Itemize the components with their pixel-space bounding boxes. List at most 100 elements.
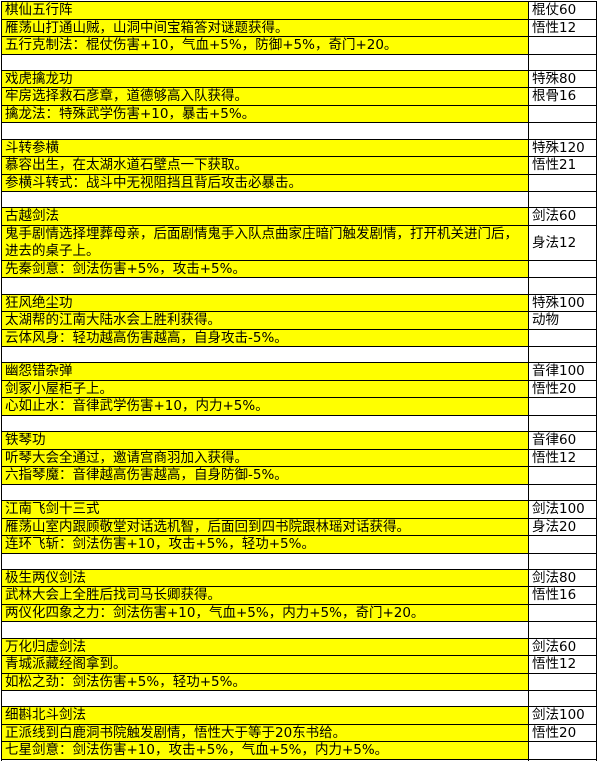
skill-requirement-2-cell[interactable]: 悟性20 — [528, 723, 597, 743]
spacer-cell[interactable] — [1, 53, 529, 71]
empty-requirement-cell[interactable] — [528, 397, 597, 416]
empty-requirement-cell[interactable] — [528, 535, 597, 554]
empty-requirement-cell[interactable] — [528, 741, 597, 760]
skill-requirement-2-cell[interactable]: 身法12 — [528, 224, 597, 261]
spacer-cell[interactable] — [1, 483, 529, 502]
spacer-cell[interactable] — [528, 690, 597, 708]
empty-requirement-cell[interactable] — [528, 328, 597, 348]
skill-requirement-1-cell[interactable]: 特殊120 — [528, 138, 597, 158]
skill-title-cell[interactable]: 戏虎擒龙功 — [1, 69, 529, 89]
skill-description-cell[interactable]: 雁荡山室内跟顾敬堂对话选机智，后面回到四书院跟林瑶对话获得。 — [1, 517, 529, 537]
empty-requirement-cell[interactable] — [528, 104, 597, 124]
skill-title-cell[interactable]: 万化归虚剑法 — [1, 637, 529, 657]
skill-description-cell[interactable]: 太湖帮的江南大陆水会上胜利获得。 — [1, 311, 529, 330]
skill-requirement-1-cell[interactable]: 音律60 — [528, 431, 597, 450]
spacer-cell[interactable] — [1, 690, 529, 708]
skill-effect-cell[interactable]: 擒龙法：特殊武学伤害+10，暴击+5%。 — [1, 104, 529, 124]
skill-effect-cell[interactable]: 先秦剑意：剑法伤害+5%，攻击+5%。 — [1, 259, 529, 279]
spacer-cell[interactable] — [528, 346, 597, 364]
skill-requirement-2-cell[interactable]: 悟性12 — [528, 448, 597, 468]
spacer-cell[interactable] — [528, 621, 597, 639]
spacer-cell[interactable] — [528, 122, 597, 140]
skill-description-cell[interactable]: 听琴大会全通过，邀请宫商羽加入获得。 — [1, 448, 529, 468]
empty-requirement-cell[interactable] — [528, 259, 597, 279]
skill-effect-cell[interactable]: 云体风身：轻功越高伤害越高，自身攻击-5%。 — [1, 328, 529, 348]
skill-effect-cell[interactable]: 参横斗转式：战斗中无视阻挡且背后攻击必暴击。 — [1, 173, 529, 193]
skill-effect-cell[interactable]: 六指琴魔：音律越高伤害越高，自身防御-5%。 — [1, 466, 529, 485]
spacer-cell[interactable] — [528, 552, 597, 570]
skill-title-cell[interactable]: 极生两仪剑法 — [1, 568, 529, 588]
empty-requirement-cell[interactable] — [528, 173, 597, 193]
skill-requirement-2-cell[interactable]: 动物 — [528, 311, 597, 330]
skill-title-cell[interactable]: 古越剑法 — [1, 207, 529, 226]
spacer-cell[interactable] — [528, 277, 597, 295]
spacer-row — [1, 53, 597, 71]
skill-requirement-2-cell[interactable]: 根骨16 — [528, 87, 597, 106]
skill-title-cell[interactable]: 棋仙五行阵 — [1, 1, 529, 20]
spacer-row — [1, 758, 597, 761]
skill-description-row: 鬼手剧情选择埋葬母亲，后面剧情鬼手入队点曲家庄暗门触发剧情，打开机关进门后，进去… — [1, 224, 597, 261]
spacer-cell[interactable] — [1, 414, 529, 433]
skill-description-cell[interactable]: 正派线到白鹿洞书院触发剧情，悟性大于等于20东书给。 — [1, 723, 529, 743]
skill-title-cell[interactable]: 狂风绝尘功 — [1, 293, 529, 313]
skill-requirement-1-cell[interactable]: 特殊80 — [528, 69, 597, 89]
skill-requirement-2-cell[interactable]: 悟性20 — [528, 379, 597, 399]
skill-requirement-1-cell[interactable]: 剑法60 — [528, 637, 597, 657]
skill-requirement-1-cell[interactable]: 剑法100 — [528, 706, 597, 725]
skill-title-cell[interactable]: 铁琴功 — [1, 431, 529, 450]
skill-description-cell[interactable]: 慕容出生，在太湖水道石壁点一下获取。 — [1, 156, 529, 175]
skill-title-cell[interactable]: 斗转参横 — [1, 138, 529, 158]
spacer-cell[interactable] — [528, 414, 597, 433]
empty-requirement-cell[interactable] — [528, 466, 597, 485]
skill-requirement-1-cell[interactable]: 剑法80 — [528, 568, 597, 588]
skill-description-cell[interactable]: 牢房选择救石彦章，道德够高入队获得。 — [1, 87, 529, 106]
skill-requirement-1-cell[interactable]: 音律100 — [528, 362, 597, 381]
skill-requirement-2-cell[interactable]: 身法20 — [528, 517, 597, 537]
skill-description-row: 慕容出生，在太湖水道石壁点一下获取。 悟性21 — [1, 156, 597, 175]
skill-effect-cell[interactable]: 连环飞斩：剑法伤害+10，攻击+5%，轻功+5%。 — [1, 535, 529, 554]
skill-effect-cell[interactable]: 两仪化四象之力：剑法伤害+10，气血+5%，内力+5%，奇门+20。 — [1, 603, 529, 623]
spacer-row — [1, 483, 597, 502]
skill-requirement-1-cell[interactable]: 棍仗60 — [528, 1, 597, 20]
spacer-cell[interactable] — [528, 53, 597, 71]
spacer-cell[interactable] — [1, 277, 529, 295]
skill-requirement-1-cell[interactable]: 剑法60 — [528, 207, 597, 226]
spacer-cell[interactable] — [1, 346, 529, 364]
skill-requirement-2-cell[interactable]: 悟性12 — [528, 18, 597, 37]
spacer-cell[interactable] — [528, 758, 597, 761]
skill-title-cell[interactable]: 细斟北斗剑法 — [1, 706, 529, 725]
spacer-row — [1, 277, 597, 295]
skill-description-cell[interactable]: 武林大会上全胜后找司马长卿获得。 — [1, 586, 529, 605]
skill-description-cell[interactable]: 雁荡山打通山贼，山洞中间宝箱答对谜题获得。 — [1, 18, 529, 37]
empty-requirement-cell[interactable] — [528, 36, 597, 55]
spacer-cell[interactable] — [528, 191, 597, 209]
skill-effect-row: 云体风身：轻功越高伤害越高，自身攻击-5%。 — [1, 328, 597, 348]
skill-description-row: 雁荡山打通山贼，山洞中间宝箱答对谜题获得。 悟性12 — [1, 18, 597, 37]
spacer-cell[interactable] — [1, 621, 529, 639]
skill-effect-cell[interactable]: 如松之劲：剑法伤害+5%，轻功+5%。 — [1, 672, 529, 692]
skill-description-cell[interactable]: 青城派藏经阁拿到。 — [1, 655, 529, 674]
skill-title-cell[interactable]: 江南飞剑十三式 — [1, 500, 529, 519]
skill-title-row: 古越剑法 剑法60 — [1, 207, 597, 226]
skill-requirement-1-cell[interactable]: 特殊100 — [528, 293, 597, 313]
skill-description-row: 雁荡山室内跟顾敬堂对话选机智，后面回到四书院跟林瑶对话获得。 身法20 — [1, 517, 597, 537]
skill-requirement-1-cell[interactable]: 剑法100 — [528, 500, 597, 519]
skill-requirement-2-cell[interactable]: 悟性12 — [528, 655, 597, 674]
spacer-cell[interactable] — [1, 122, 529, 140]
skill-effect-cell[interactable]: 七星剑意：剑法伤害+10，攻击+5%，气血+5%，内力+5%。 — [1, 741, 529, 760]
skill-description-cell[interactable]: 剑冢小屋柜子上。 — [1, 379, 529, 399]
skill-effect-row: 六指琴魔：音律越高伤害越高，自身防御-5%。 — [1, 466, 597, 485]
skill-requirement-2-cell[interactable]: 悟性16 — [528, 586, 597, 605]
skill-requirement-2-cell[interactable]: 悟性21 — [528, 156, 597, 175]
empty-requirement-cell[interactable] — [528, 603, 597, 623]
skill-title-cell[interactable]: 幽怨错杂弹 — [1, 362, 529, 381]
spacer-cell[interactable] — [528, 483, 597, 502]
skill-effect-cell[interactable]: 五行克制法：棍仗伤害+10，气血+5%，防御+5%，奇门+20。 — [1, 36, 529, 55]
skill-effect-cell[interactable]: 心如止水：音律武学伤害+10，内力+5%。 — [1, 397, 529, 416]
skill-description-row: 武林大会上全胜后找司马长卿获得。 悟性16 — [1, 586, 597, 605]
spacer-cell[interactable] — [1, 191, 529, 209]
empty-requirement-cell[interactable] — [528, 672, 597, 692]
skill-description-cell[interactable]: 鬼手剧情选择埋葬母亲，后面剧情鬼手入队点曲家庄暗门触发剧情，打开机关进门后，进去… — [1, 224, 529, 261]
spacer-cell[interactable] — [1, 552, 529, 570]
